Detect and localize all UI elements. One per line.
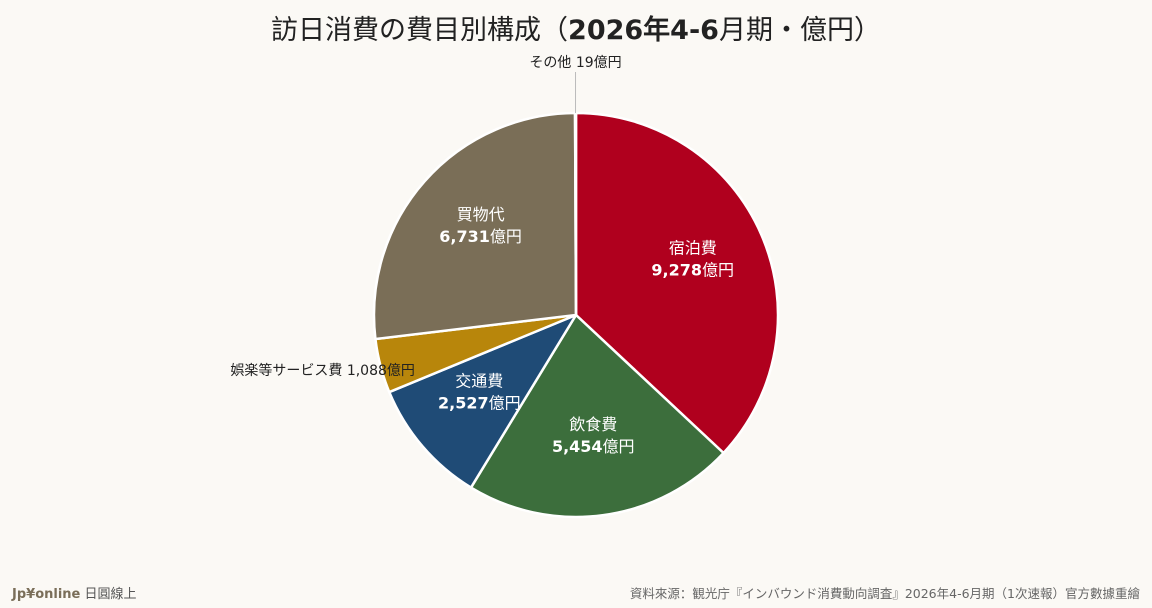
title-prefix: 訪日消費の費目別構成（ (271, 15, 569, 46)
title-suffix: 月期・億円） (718, 15, 881, 46)
slice-value-number-4: 6,731 (439, 227, 490, 246)
chart-title: 訪日消費の費目別構成（2026年4-6月期・億円） (0, 8, 1152, 47)
pie-slice-2 (388, 313, 578, 489)
slice-label-0: 宿泊費 (669, 238, 717, 257)
slice-value-unit-1: 億円 (603, 437, 635, 456)
brand-tagline: 日圓線上 (84, 587, 137, 602)
slice-value-unit-0: 億円 (702, 260, 734, 279)
slice-outer-label-3: 娯楽等サービス費 1,088億円 (230, 362, 415, 379)
pie-slices (372, 111, 780, 519)
slice-value-1: 5,454億円 (552, 437, 635, 456)
pie-slice-5 (573, 111, 578, 317)
slice-value-number-0: 9,278 (651, 260, 702, 279)
slice-value-number-2: 2,527 (438, 394, 489, 413)
footer-source: 資料來源：観光庁『インバウンド消費動向調査』2026年4-6月期（1次速報）官方… (629, 586, 1140, 601)
slice-label-2: 交通費 (455, 372, 503, 391)
slice-value-number-1: 5,454 (552, 437, 603, 456)
pie-slice-1 (469, 313, 725, 519)
slice-value-2: 2,527億円 (438, 394, 521, 413)
slice-label-4: 買物代 (457, 205, 505, 224)
pie-slice-0 (574, 111, 780, 455)
slice-label-1: 飲食費 (569, 415, 617, 434)
pie-slice-4 (372, 111, 578, 341)
slice-value-unit-4: 億円 (490, 227, 522, 246)
slice-value-unit-2: 億円 (489, 394, 521, 413)
slice-outer-label-5: その他 19億円 (529, 55, 621, 71)
title-bold: 2026年4-6 (568, 15, 719, 46)
brand-logo: Jp¥online (12, 587, 81, 602)
slice-value-0: 9,278億円 (651, 260, 734, 279)
slice-value-4: 6,731億円 (439, 227, 522, 246)
footer-brand: Jp¥online 日圓線上 (12, 583, 137, 602)
